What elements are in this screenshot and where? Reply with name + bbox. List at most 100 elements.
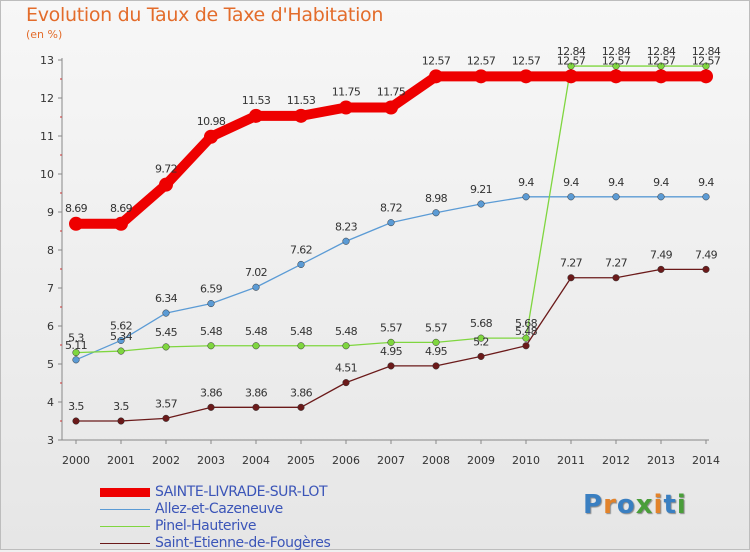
data-label: 7.27 [560,257,583,270]
legend-swatch [100,543,150,544]
data-point [252,403,260,411]
data-label: 5.45 [155,326,178,339]
data-label: 11.75 [377,86,406,99]
data-point [432,338,440,346]
legend-label: Allez-et-Cazeneuve [155,501,283,517]
data-point [522,342,530,350]
data-label: 12.84 [647,45,676,58]
data-label: 3.5 [113,400,129,413]
data-label: 12.84 [692,45,721,58]
data-label: 12.57 [422,54,451,67]
data-point [522,193,530,201]
legend-label: Pinel-Hauterive [155,518,257,534]
data-point [432,362,440,370]
data-point [387,219,395,227]
data-point [657,193,665,201]
logo-letter: t [663,490,677,520]
data-label: 3.86 [245,386,268,399]
data-point [567,193,575,201]
data-label: 11.53 [287,94,316,107]
data-point [342,237,350,245]
data-label: 8.72 [380,202,402,215]
legend-swatch [100,509,150,510]
y-tick-label: 6 [47,320,54,333]
data-label: 5.68 [515,317,538,330]
data-point [252,342,260,350]
data-point [474,69,488,84]
data-label: 5.62 [110,319,132,332]
data-point [207,342,215,350]
data-point [702,193,710,201]
data-point [162,343,170,351]
logo-letter: i [653,490,664,520]
data-point [612,274,620,282]
data-point [117,417,125,425]
x-tick-label: 2004 [242,454,270,467]
data-point [117,336,125,344]
y-tick-label: 3 [47,434,54,447]
data-label: 9.72 [155,163,177,176]
data-label: 5.2 [473,335,489,348]
x-tick-label: 2012 [602,454,630,467]
y-tick-label: 10 [40,168,54,181]
data-label: 12.57 [467,54,496,67]
x-tick-label: 2007 [377,454,405,467]
data-point [387,362,395,370]
data-point [162,309,170,317]
data-label: 11.75 [332,86,361,99]
data-label: 12.57 [647,54,676,67]
data-point [114,216,128,231]
y-tick-label: 12 [40,92,54,105]
data-point [72,349,80,357]
data-point [207,300,215,308]
data-label: 3.5 [68,400,84,413]
data-label: 12.57 [692,54,721,67]
data-point [249,108,263,123]
x-tick-label: 2002 [152,454,180,467]
data-point [699,69,713,84]
data-point [567,274,575,282]
x-tick-label: 2010 [512,454,540,467]
data-point [609,69,623,84]
data-label: 4.51 [335,362,357,375]
y-tick-label: 13 [40,54,54,67]
logo-letter: o [616,490,636,520]
data-label: 5.48 [515,325,538,338]
data-point [429,69,443,84]
chart-unit: (en %) [26,28,63,41]
data-label: 9.4 [698,176,714,189]
data-point [342,342,350,350]
data-label: 5.57 [425,321,448,334]
data-point [519,69,533,84]
data-point [657,265,665,273]
data-label: 5.57 [380,321,403,334]
data-point [564,69,578,84]
data-label: 9.4 [653,176,669,189]
data-point [207,403,215,411]
data-point [702,265,710,273]
x-tick-label: 2014 [692,454,720,467]
data-point [654,69,668,84]
data-point [477,352,485,360]
y-tick-label: 8 [47,244,54,257]
data-label: 6.34 [155,292,178,305]
data-label: 4.95 [425,345,448,358]
y-tick-label: 11 [40,130,54,143]
data-label: 9.4 [518,176,534,189]
data-label: 10.98 [197,115,226,128]
data-label: 5.11 [65,339,87,352]
data-point [162,414,170,422]
x-tick-label: 2011 [557,454,585,467]
x-tick-label: 2005 [287,454,315,467]
data-point [612,193,620,201]
data-point [72,356,80,364]
data-label: 3.86 [200,386,223,399]
data-label: 12.57 [557,54,586,67]
data-label: 8.23 [335,220,358,233]
data-label: 7.02 [245,266,267,279]
logo-letter: r [603,490,617,520]
logo-letter: i [676,490,687,520]
data-label: 8.69 [65,202,88,215]
